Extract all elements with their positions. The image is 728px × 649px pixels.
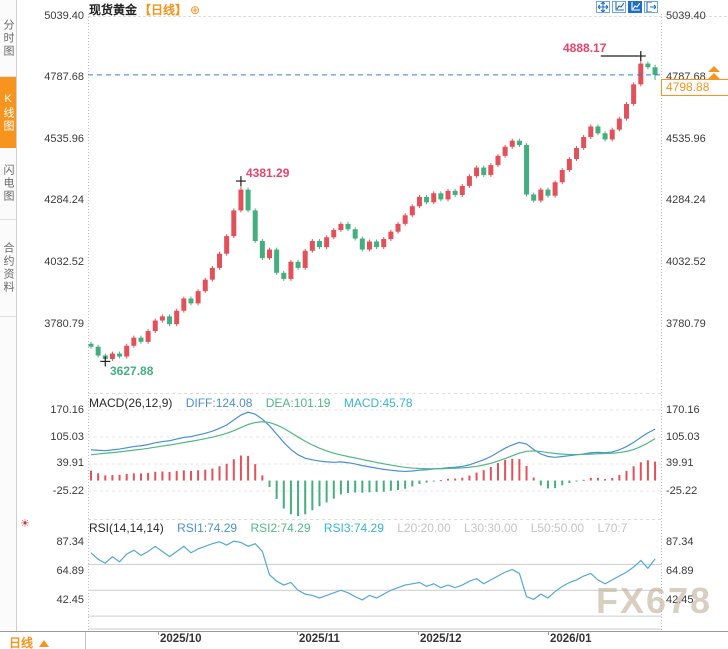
candlestick-macd-rsi-plot[interactable] (88, 0, 662, 631)
macd-dea-value: DEA:101.19 (265, 396, 331, 410)
add-indicator-icon[interactable]: ⊕ (190, 3, 201, 17)
axis-chart-active-icon[interactable] (628, 1, 642, 13)
crosshair-move-icon[interactable] (596, 1, 610, 13)
x-axis-tick (158, 631, 159, 635)
sidebar: 分时图 K线图 闪电图 合约资料 (0, 0, 17, 631)
rsi-alarm-icon: ☀ (20, 518, 30, 530)
period-tag: 【日线】 (139, 3, 188, 17)
bottombar-separator (85, 632, 86, 649)
macd-diff-value: DIFF:124.08 (185, 396, 253, 410)
macd-axis-label-right: 170.16 (666, 403, 700, 416)
price-axis-label-left: 4032.52 (44, 255, 84, 268)
period-up-triangle-icon (39, 640, 50, 647)
macd-header: MACD(26,12,9) DIFF:124.08 DEA:101.19 MAC… (89, 396, 709, 410)
x-axis-tick (418, 631, 419, 635)
annotation-low-price: 3627.88 (110, 364, 154, 378)
rsi-axis-label-right: 87.34 (666, 535, 694, 548)
macd-axis-label-left: 105.03 (50, 430, 84, 443)
current-price-badge: 4798.88 (661, 79, 728, 96)
sidebar-tab-contract-info[interactable]: 合约资料 (0, 220, 16, 317)
rsi-axis-label-left: 64.89 (56, 564, 84, 577)
price-axis-label-right: 4284.24 (666, 194, 706, 207)
rsi-l30-level: L30:30.00 (463, 521, 518, 535)
rsi-header: RSI(14,14,14) RSI1:74.29 RSI2:74.29 RSI3… (89, 521, 721, 535)
chart-toolbar (596, 1, 658, 13)
macd-axis-label-left: 39.91 (56, 457, 84, 470)
macd-axis-label-right: 105.03 (666, 430, 700, 443)
x-axis-tick (297, 631, 298, 635)
x-axis-month-label: 2025/11 (299, 633, 340, 645)
macd-axis-label-left: 170.16 (50, 403, 84, 416)
price-axis-label-right: 4032.52 (666, 255, 706, 268)
x-axis-month-label: 2025/12 (420, 633, 462, 645)
rsi-axis-label-right: 42.45 (666, 593, 694, 606)
period-selector-label: 日线 (9, 636, 34, 649)
rsi-axis-label-left: 42.45 (56, 593, 84, 606)
rsi2-value: RSI2:74.29 (250, 521, 311, 535)
watermark: FX678 (596, 580, 713, 621)
rsi-axis-label-right: 64.89 (666, 564, 694, 577)
rsi-l50-level: L50:50.00 (530, 521, 585, 535)
macd-axis-label-left: -25.22 (52, 484, 84, 497)
bottom-bar (0, 631, 728, 649)
sidebar-tab-timeline[interactable]: 分时图 (0, 0, 16, 77)
rsi-axis-label-left: 87.34 (56, 535, 84, 548)
price-axis-label-right: 3780.79 (666, 317, 706, 330)
rsi1-value: RSI1:74.29 (177, 521, 238, 535)
x-axis-tick (548, 631, 549, 635)
sidebar-tab-lightning[interactable]: 闪电图 (0, 148, 16, 220)
sidebar-tab-candlestick[interactable]: K线图 (0, 77, 16, 148)
top-gridline (88, 16, 727, 17)
price-axis-label-left: 4535.96 (44, 132, 84, 145)
rsi3-value: RSI3:74.29 (323, 521, 384, 535)
macd-params: MACD(26,12,9) (89, 396, 173, 410)
exit-chart-icon[interactable] (644, 1, 658, 13)
price-axis-label-right: 5039.40 (666, 9, 706, 22)
macd-macd-value: MACD:45.78 (343, 396, 413, 410)
price-axis-label-left: 3780.79 (44, 317, 84, 330)
price-axis-label-left: 4284.24 (44, 194, 84, 207)
instrument-name: 现货黄金 (89, 3, 138, 17)
chart-title: 现货黄金 【日线】 ⊕ (89, 1, 200, 18)
annotation-peak-price: 4381.29 (246, 166, 290, 180)
period-selector[interactable]: 日线 (9, 634, 50, 649)
price-axis-label-right: 4535.96 (666, 132, 706, 145)
x-axis-month-label: 2025/10 (160, 633, 202, 645)
rsi-params: RSI(14,14,14) (89, 521, 164, 535)
x-axis-month-label: 2026/01 (550, 633, 592, 645)
annotation-high-price: 4888.17 (563, 41, 607, 55)
price-axis-label-left: 4787.68 (44, 71, 84, 84)
rsi-l70-level: L70:7 (597, 521, 628, 535)
axis-chart-icon[interactable] (612, 1, 626, 13)
rsi-l20-level: L20:20.00 (397, 521, 451, 535)
price-axis-label-left: 5039.40 (44, 9, 84, 22)
macd-axis-label-right: -25.22 (666, 484, 698, 497)
price-up-arrow-icon (708, 66, 720, 80)
macd-axis-label-right: 39.91 (666, 457, 694, 470)
